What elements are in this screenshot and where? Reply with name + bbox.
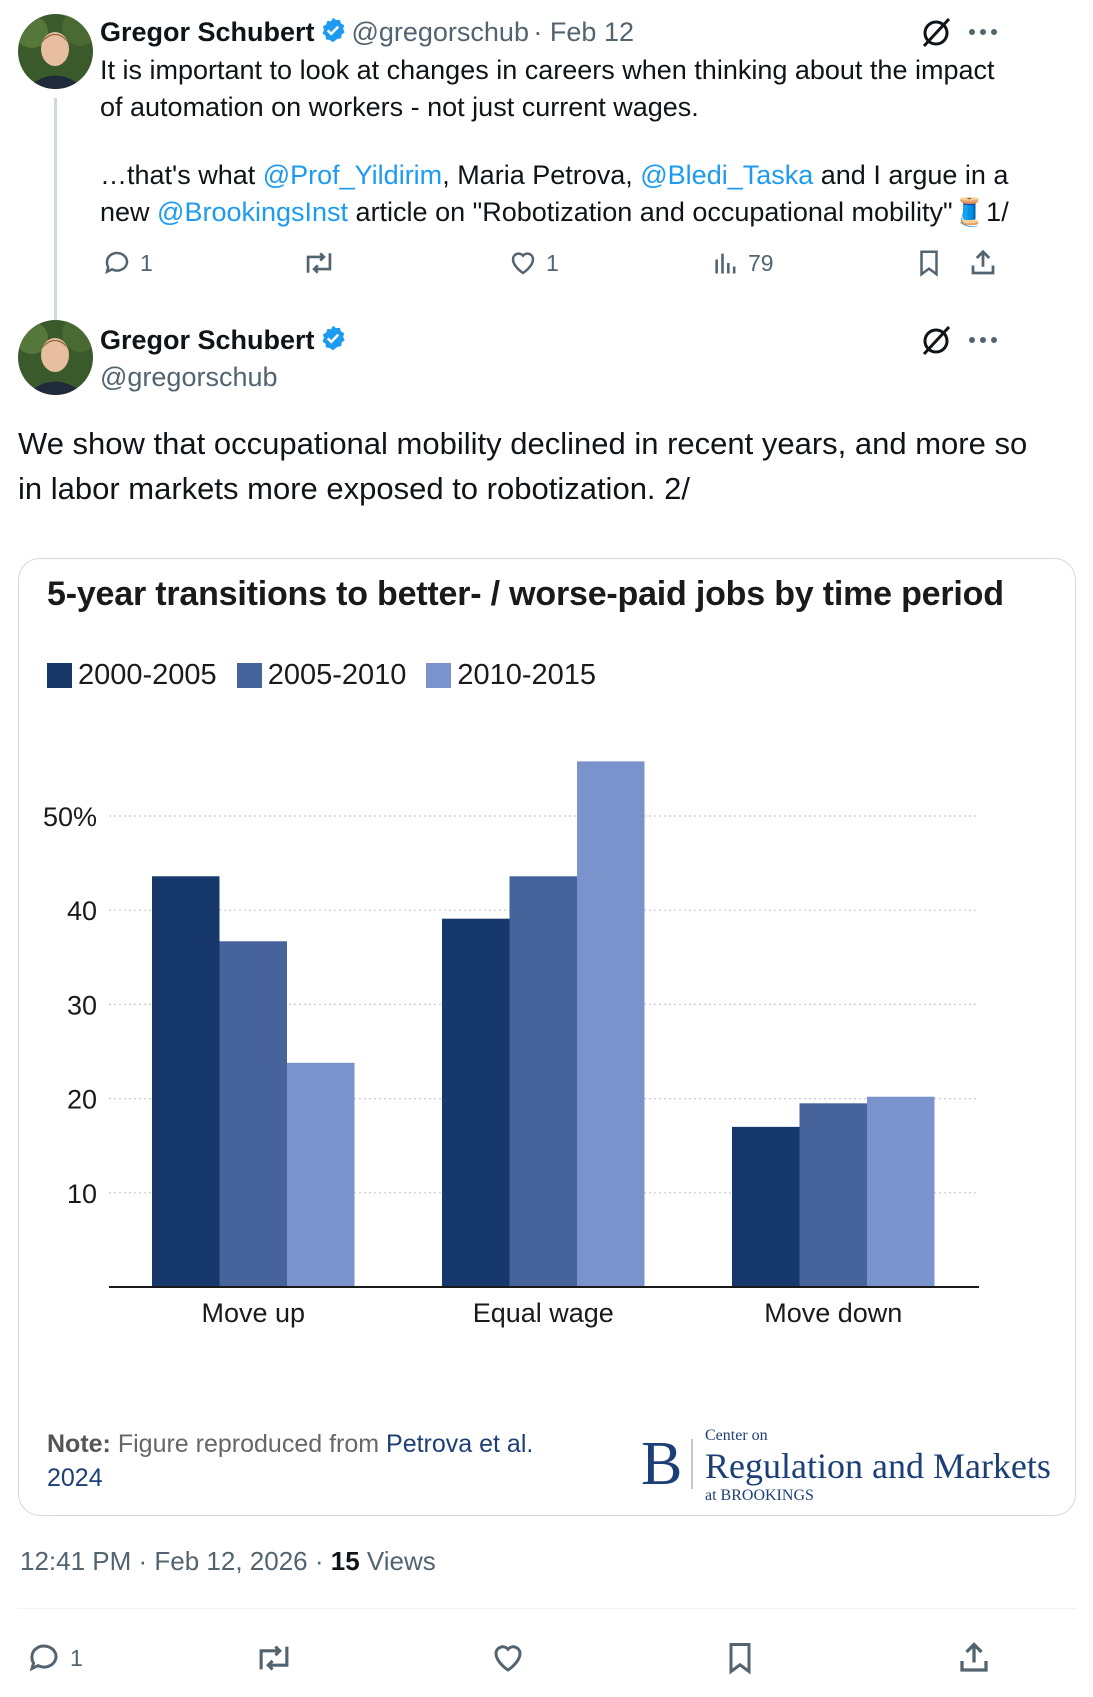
legend-label: 2010-2015 <box>457 659 597 691</box>
legend-item: 2010-2015 <box>426 659 596 692</box>
bar <box>219 941 287 1287</box>
y-tick-label: 30 <box>67 990 97 1020</box>
mention-link[interactable]: @BrookingsInst <box>157 197 349 227</box>
analytics-icon <box>715 253 736 274</box>
reply-count: 1 <box>70 1644 83 1671</box>
more-options-icon[interactable] <box>966 18 1000 51</box>
verified-badge-icon <box>319 16 347 58</box>
verified-badge-icon <box>319 324 347 366</box>
views-button[interactable]: 79 <box>712 248 774 278</box>
bookmark-icon <box>920 250 938 277</box>
tweet2-header: Gregor Schubert <box>100 322 347 366</box>
retweet-button[interactable] <box>302 248 336 278</box>
legend-item: 2000-2005 <box>47 659 217 692</box>
retweet-icon <box>306 252 332 274</box>
thread-connector <box>54 98 57 336</box>
bar <box>152 876 220 1287</box>
share-button[interactable] <box>968 248 998 278</box>
tweet-date[interactable]: · Feb 12 <box>533 17 634 47</box>
view-count: 79 <box>748 249 774 276</box>
legend-swatch <box>426 663 452 688</box>
divider <box>18 1608 1076 1609</box>
bookmark-button[interactable] <box>914 248 944 278</box>
bar <box>442 918 510 1287</box>
like-button[interactable]: 1 <box>508 248 559 278</box>
like-count: 1 <box>546 249 559 276</box>
retweet-button[interactable] <box>254 1640 294 1676</box>
reply-icon <box>105 251 129 275</box>
x-tick-label: Move up <box>201 1298 305 1328</box>
share-icon <box>971 249 995 275</box>
tweet1-text-continued: …that's what @Prof_Yildirim, Maria Petro… <box>100 160 1009 227</box>
views-count: 15 <box>330 1546 360 1576</box>
figure-note: Note: Figure reproduced from Petrova et … <box>47 1430 534 1492</box>
grok-icon[interactable] <box>918 322 954 363</box>
reply-button[interactable]: 1 <box>102 248 153 278</box>
reply-count: 1 <box>140 249 153 276</box>
legend-swatch <box>236 663 262 688</box>
bar <box>732 1126 800 1287</box>
citation-link[interactable]: Petrova et al. <box>386 1430 534 1458</box>
legend-item: 2005-2010 <box>236 659 407 692</box>
mention-link[interactable]: @Prof_Yildirim <box>262 160 443 190</box>
legend-label: 2000-2005 <box>78 659 217 691</box>
bar <box>577 761 645 1287</box>
avatar[interactable] <box>18 14 93 89</box>
mention-link[interactable]: @Bledi_Taska <box>640 160 814 190</box>
legend-label: 2005-2010 <box>267 659 407 691</box>
reply-icon <box>29 1644 58 1672</box>
author-name[interactable]: Gregor Schubert <box>100 17 315 47</box>
x-tick-label: Equal wage <box>473 1298 614 1328</box>
y-tick-label: 10 <box>67 1179 97 1209</box>
reply-button[interactable]: 1 <box>26 1640 83 1676</box>
tweet1-header: Gregor Schubert @gregorschub · Feb 12 <box>100 14 634 58</box>
author-name[interactable]: Gregor Schubert <box>100 325 315 355</box>
y-tick-label: 50% <box>43 802 97 832</box>
x-tick-label: Move down <box>764 1298 902 1328</box>
bookmark-button[interactable] <box>722 1640 758 1676</box>
author-handle[interactable]: @gregorschub <box>351 17 529 47</box>
bookmark-icon <box>729 1643 751 1675</box>
retweet-icon <box>259 1645 289 1671</box>
y-tick-label: 40 <box>67 896 97 926</box>
like-button[interactable] <box>490 1640 526 1676</box>
tweet2-text: We show that occupational mobility decli… <box>18 426 1028 506</box>
chart-title: 5-year transitions to better- / worse-pa… <box>47 575 1004 613</box>
bar-chart: 10 20 30 40 50% Move up Equal wage Move down <box>43 761 979 1328</box>
share-button[interactable] <box>956 1640 992 1676</box>
bar <box>867 1096 935 1287</box>
chart-image-card[interactable]: 5-year transitions to better- / worse-pa… <box>18 558 1076 1516</box>
heart-icon <box>511 252 535 275</box>
avatar[interactable] <box>18 320 93 395</box>
heart-icon <box>494 1645 522 1672</box>
tweet-timestamp[interactable]: 12:41 PM · Feb 12, 2026 · 15 Views <box>20 1546 436 1576</box>
author-handle[interactable]: @gregorschub <box>100 362 278 392</box>
more-options-icon[interactable] <box>966 326 1000 359</box>
legend-swatch <box>47 663 72 688</box>
chart-legend: 2000-2005 2005-2010 2010-2015 <box>47 659 616 692</box>
bar <box>287 1062 355 1287</box>
bar <box>509 876 577 1287</box>
tweet1-text: It is important to look at changes in ca… <box>100 55 995 122</box>
y-tick-label: 20 <box>67 1085 97 1115</box>
bar <box>799 1103 867 1287</box>
grok-icon[interactable] <box>918 14 954 55</box>
share-icon <box>960 1642 988 1672</box>
